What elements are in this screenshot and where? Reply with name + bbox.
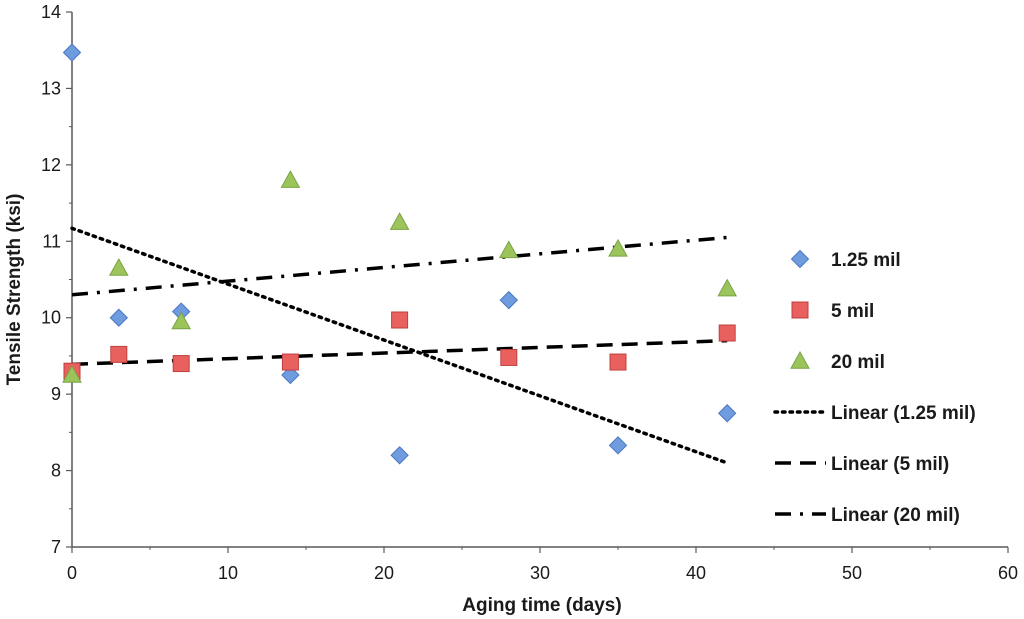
legend-label: 1.25 mil [831,250,901,271]
point-triangle-4 [280,170,301,188]
trendlines [70,226,729,465]
point-square-2 [110,345,128,363]
legend-label: 5 mil [831,301,874,322]
data-markers [62,43,738,465]
point-square-7 [609,353,627,371]
point-diamond-4 [281,365,300,385]
point-triangle-6 [498,240,519,259]
legend-label: 20 mil [831,352,885,373]
legend: 1.25 mil 5 mil 20 mil Linear (1.25 mil) Line… [773,249,976,526]
point-diamond-7 [608,436,628,455]
point-diamond-5 [390,446,409,465]
point-square-4 [281,353,299,371]
y-tick-label: 10 [41,308,61,328]
legend-label: Linear (1.25 mil) [831,403,976,424]
y-tick-label: 12 [41,155,61,175]
axes: 7 8 9 10 11 12 13 14 0 10 20 30 40 50 60 [41,2,1018,583]
legend-label: Linear (5 mil) [831,454,949,475]
legend-marker-diamond [790,249,810,269]
point-square-3 [172,355,190,373]
x-tick-label: 60 [998,563,1018,583]
x-tick-label: 0 [67,563,77,583]
point-triangle-3 [171,311,192,330]
x-tick-label: 20 [374,563,394,583]
point-square-5 [391,311,409,329]
x-tick-label: 10 [218,563,238,583]
x-tick-label: 40 [686,563,706,583]
point-diamond-6 [499,290,519,310]
legend-marker-triangle [790,350,810,369]
point-diamond-1 [62,43,82,62]
x-tick-label: 30 [530,563,550,583]
y-tick-label: 14 [41,2,61,22]
point-square-8 [718,324,736,342]
point-triangle-1 [62,365,82,383]
y-axis-title: Tensile Strength (ksi) [4,194,25,386]
legend-marker-square [791,301,809,319]
point-diamond-2 [109,308,129,327]
point-triangle-7 [608,238,628,257]
y-tick-label: 11 [42,231,61,251]
x-tick-label: 50 [842,563,862,583]
x-axis-title: Aging time (days) [462,595,621,616]
y-tick-label: 8 [51,461,61,481]
y-tick-label: 9 [51,384,61,404]
point-diamond-8 [717,404,737,423]
point-square-6 [500,348,518,366]
trendline-3 [71,235,728,297]
y-tick-label: 13 [41,78,61,98]
y-tick-label: 7 [51,537,61,557]
point-triangle-8 [717,278,738,297]
point-triangle-5 [389,212,410,230]
point-triangle-2 [108,258,129,276]
trendline-1 [70,226,729,465]
legend-label: Linear (20 mil) [831,505,960,526]
